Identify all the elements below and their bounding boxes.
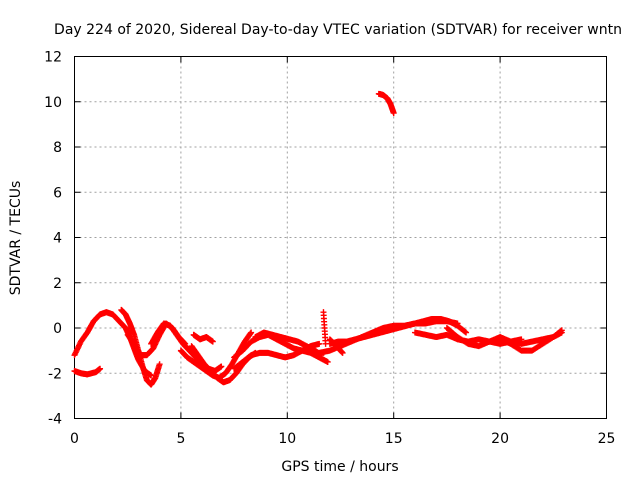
- series-arc-13: [326, 315, 470, 347]
- x-tick-label: 25: [598, 431, 616, 447]
- y-tick-label: 6: [53, 185, 62, 201]
- data-point: [463, 329, 470, 336]
- chart-title: Day 224 of 2020, Sidereal Day-to-day VTE…: [54, 22, 622, 38]
- y-tick-label: 2: [53, 276, 62, 292]
- data-point: [322, 340, 329, 347]
- data-point: [248, 329, 255, 336]
- y-axis-label: SDTVAR / TECUs: [8, 181, 24, 296]
- y-tick-label: 4: [53, 231, 62, 247]
- data-point: [324, 358, 331, 365]
- y-tick-labels: -4 -2 0 2 4 6 8 10 12: [44, 50, 62, 428]
- series-arc-8: [190, 331, 216, 345]
- series-arc-1: [71, 365, 104, 378]
- y-tick-label: -4: [48, 412, 62, 428]
- data-point: [558, 329, 565, 336]
- data-point: [209, 338, 216, 345]
- data-point: [97, 365, 104, 372]
- x-axis-label: GPS time / hours: [281, 459, 398, 475]
- x-tick-label: 0: [70, 431, 79, 447]
- grid: [74, 56, 607, 419]
- data-point: [316, 340, 323, 347]
- data-point: [148, 372, 155, 379]
- data-point: [156, 361, 163, 368]
- series-arc-14: [326, 336, 346, 356]
- data-point: [390, 110, 397, 117]
- series-arc-17: [486, 329, 565, 347]
- y-tick-label: -2: [48, 366, 62, 382]
- y-tick-label: 0: [53, 321, 62, 337]
- series-arc-10: [231, 340, 323, 372]
- x-tick-label: 15: [385, 431, 403, 447]
- data-point: [218, 363, 225, 370]
- y-tick-label: 12: [44, 50, 62, 66]
- series-isolated: [320, 309, 329, 347]
- y-tick-label: 8: [53, 140, 62, 156]
- x-tick-label: 5: [176, 431, 185, 447]
- axis-ticks: [74, 56, 607, 419]
- y-tick-label: 10: [44, 95, 62, 111]
- series-arc-11: [252, 329, 325, 359]
- x-tick-label: 10: [278, 431, 296, 447]
- x-tick-label: 20: [491, 431, 509, 447]
- data-points: [71, 90, 565, 388]
- data-point: [339, 349, 346, 356]
- x-tick-labels: 0 5 10 15 20 25: [70, 431, 615, 447]
- series-arc-18: [375, 90, 397, 117]
